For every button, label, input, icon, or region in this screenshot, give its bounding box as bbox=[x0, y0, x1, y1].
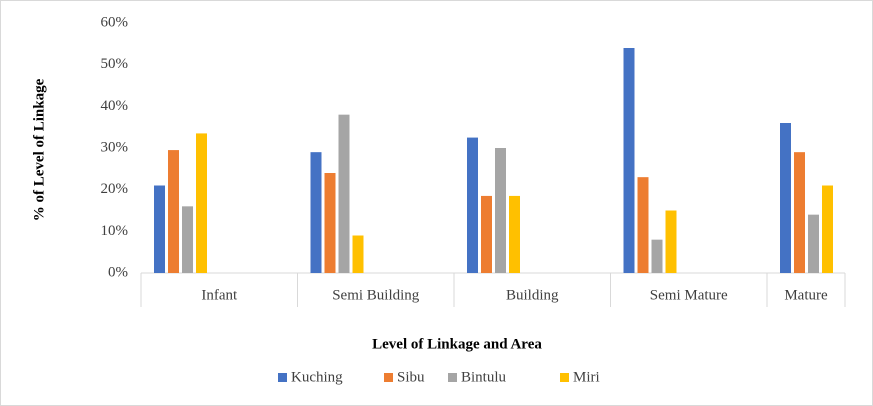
bar bbox=[324, 173, 336, 273]
y-tick-label: 50% bbox=[101, 56, 129, 72]
bar bbox=[310, 152, 322, 273]
y-tick-label: 20% bbox=[101, 181, 129, 197]
legend-label: Sibu bbox=[397, 369, 425, 385]
y-tick-label: 40% bbox=[101, 98, 129, 114]
x-axis-title: Level of Linkage and Area bbox=[372, 336, 542, 352]
bar bbox=[338, 114, 350, 274]
legend-swatch bbox=[384, 373, 393, 382]
bar bbox=[651, 239, 663, 273]
bar bbox=[182, 206, 193, 273]
legend-swatch bbox=[560, 373, 569, 382]
bar bbox=[794, 152, 805, 273]
legend-swatch bbox=[448, 373, 457, 382]
bar bbox=[637, 177, 649, 273]
y-axis-title: % of Level of Linkage bbox=[31, 78, 47, 221]
bar bbox=[168, 150, 179, 273]
y-tick-label: 30% bbox=[101, 139, 129, 155]
bar bbox=[822, 185, 833, 273]
x-tick-label: Semi Building bbox=[332, 287, 420, 303]
x-tick-label: Building bbox=[506, 287, 559, 303]
x-tick-label: Semi Mature bbox=[650, 287, 728, 303]
bar bbox=[665, 210, 677, 273]
bar bbox=[467, 137, 478, 273]
y-tick-label: 60% bbox=[101, 14, 129, 30]
legend-label: Miri bbox=[573, 369, 600, 385]
bar bbox=[495, 148, 506, 273]
legend-swatch bbox=[278, 373, 287, 382]
bar bbox=[509, 195, 520, 273]
bar bbox=[196, 133, 207, 273]
bar bbox=[154, 185, 165, 273]
y-tick-label: 10% bbox=[101, 223, 129, 239]
legend-label: Bintulu bbox=[461, 369, 507, 385]
bar bbox=[352, 235, 364, 273]
bar bbox=[808, 214, 819, 273]
bar bbox=[623, 48, 635, 273]
bar bbox=[780, 123, 791, 273]
x-tick-label: Infant bbox=[201, 287, 238, 303]
y-tick-label: 0% bbox=[108, 264, 128, 280]
bar bbox=[481, 195, 492, 273]
legend-label: Kuching bbox=[291, 369, 343, 385]
x-tick-label: Mature bbox=[784, 287, 828, 303]
